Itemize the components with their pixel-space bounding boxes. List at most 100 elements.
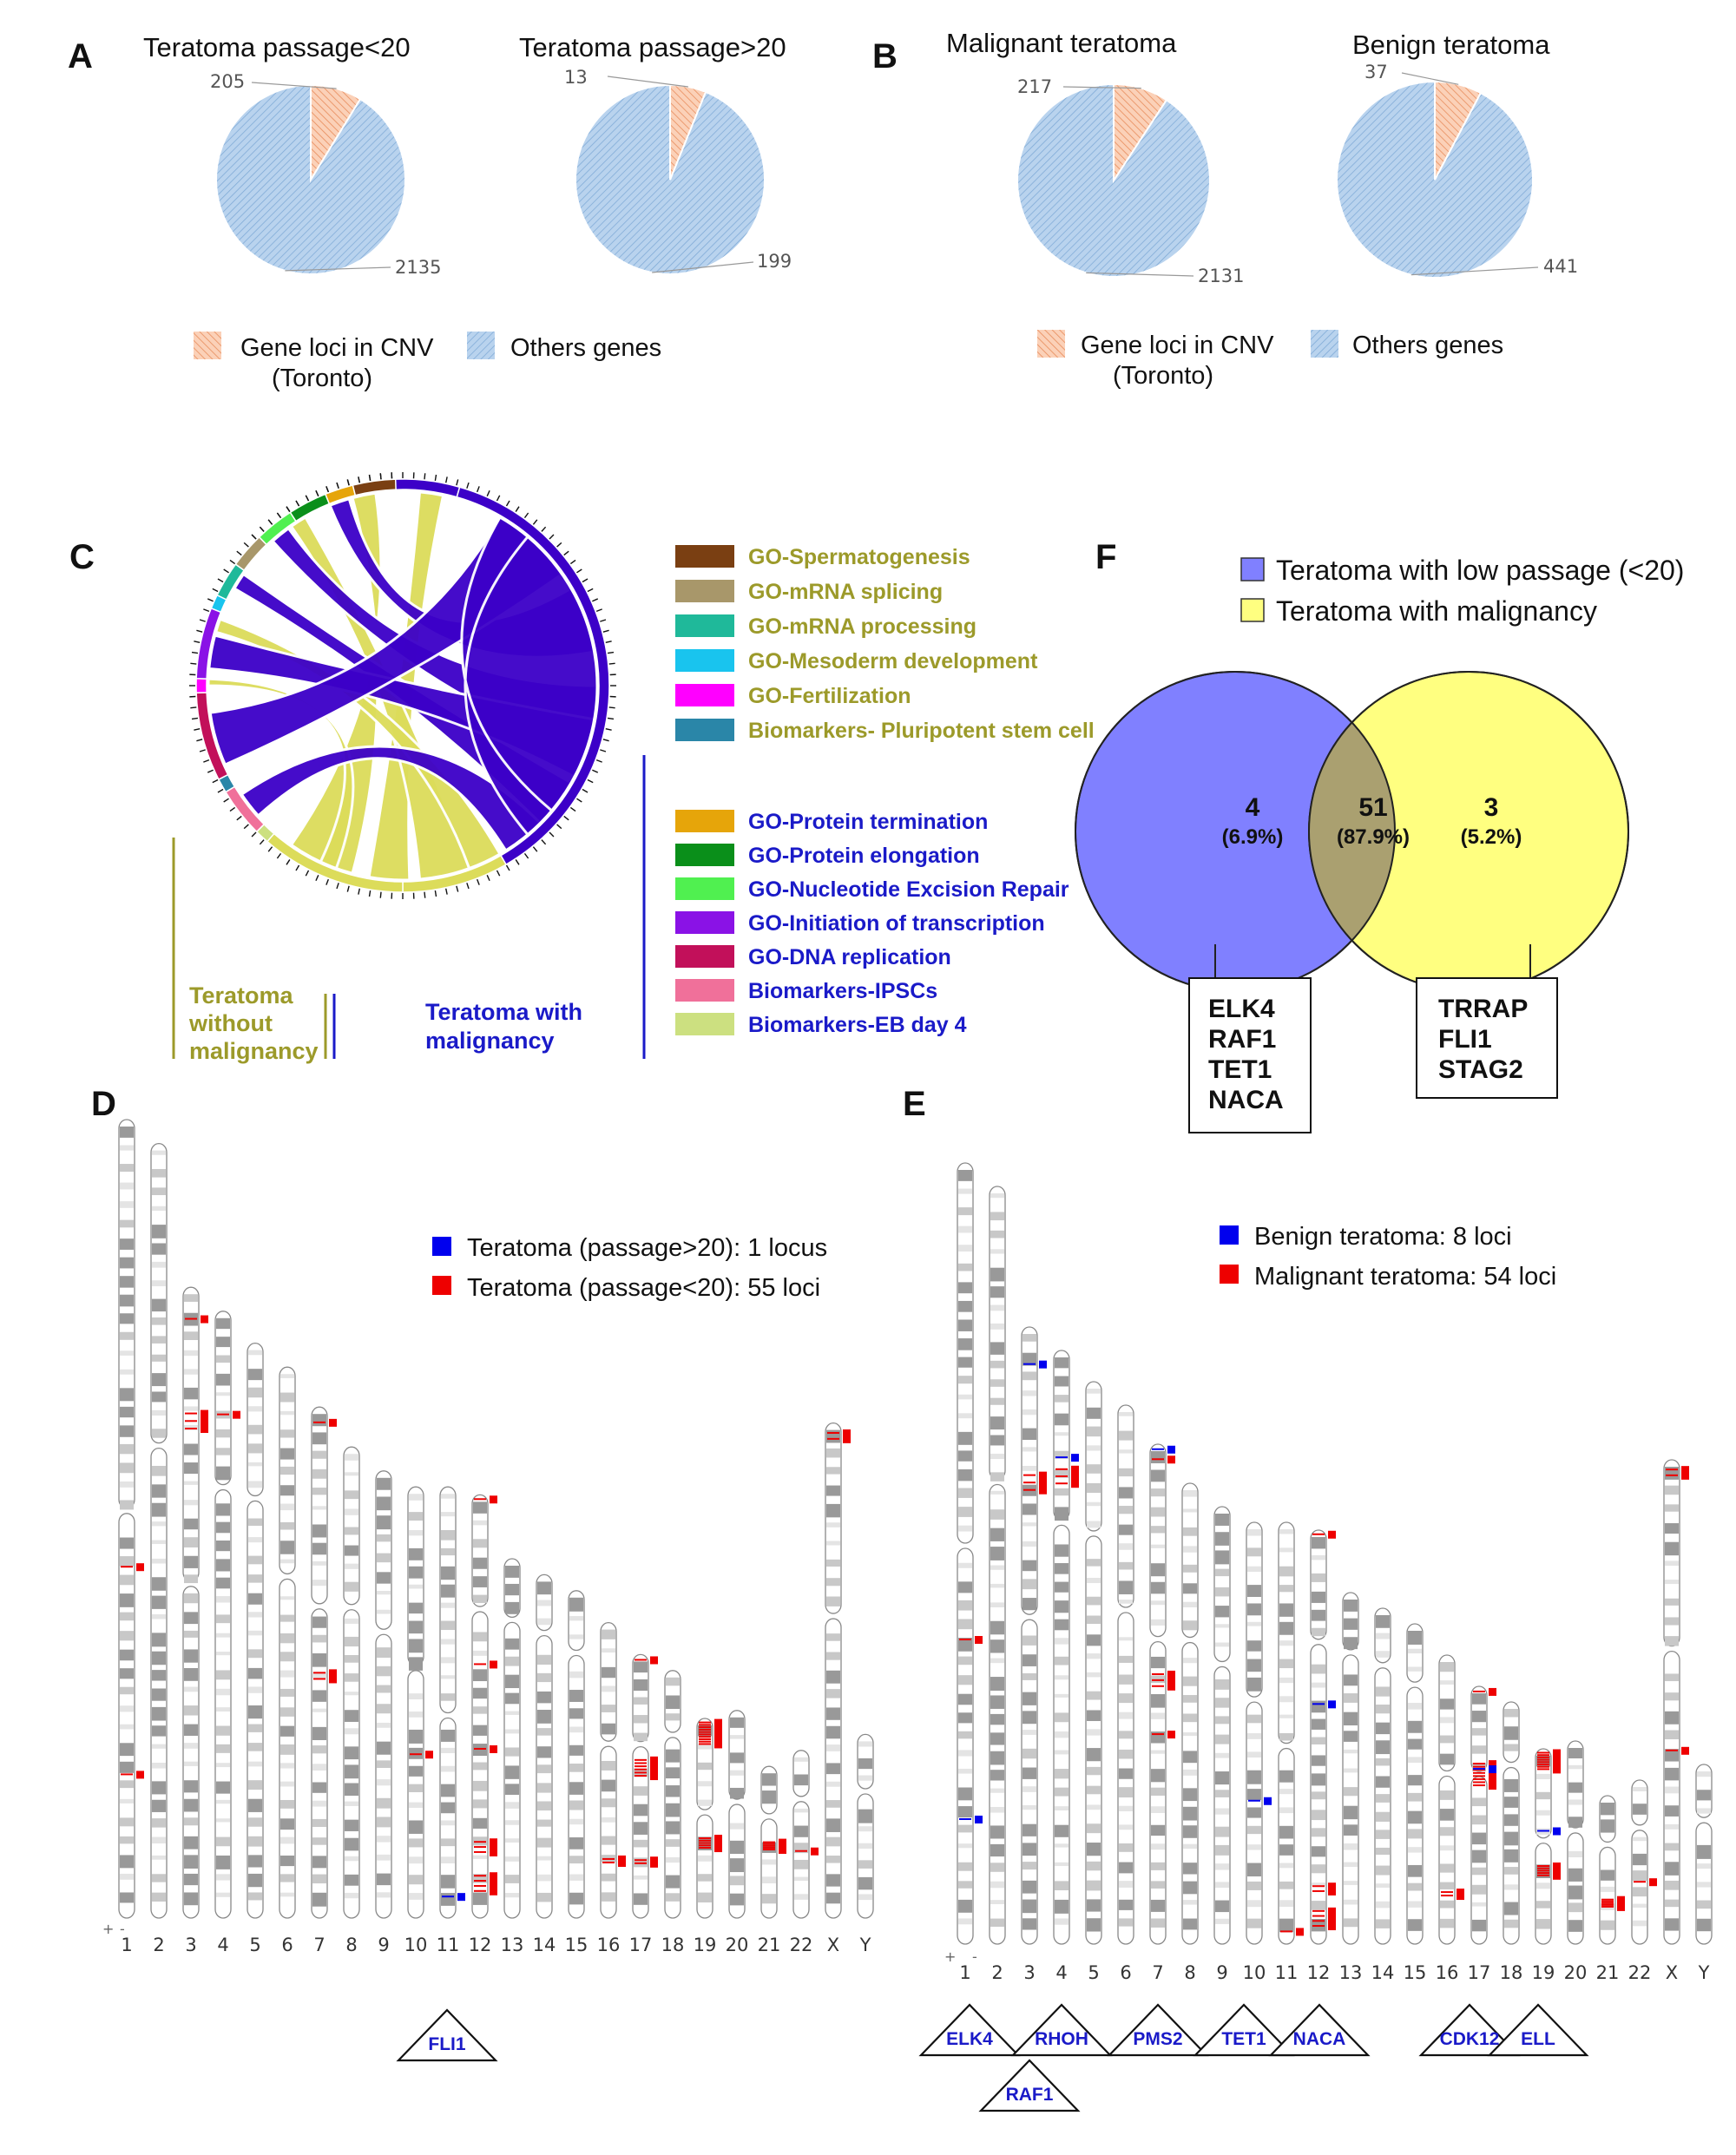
chromosome-band <box>1344 1843 1358 1850</box>
chromosome-band <box>1312 1573 1325 1582</box>
pie-cnv-count: 37 <box>1364 62 1388 82</box>
chromosome-label: 22 <box>790 1935 813 1955</box>
chromosome-band <box>958 1899 972 1913</box>
chromosome-band <box>762 1859 776 1865</box>
chromosome-band <box>312 1800 326 1807</box>
chromosome-band <box>537 1837 551 1848</box>
chromosome-band <box>1183 1564 1197 1573</box>
cnv-locus-mark <box>1681 1466 1689 1475</box>
chord-segment <box>195 677 207 694</box>
chromosome-band <box>826 1559 840 1567</box>
chromosome-band <box>184 1555 198 1568</box>
chromosome-band <box>1151 1563 1165 1577</box>
chromosome-band <box>958 1881 972 1889</box>
panel-b: Malignant teratoma 217 2131 Benign terat… <box>946 28 1578 390</box>
chromosome-band <box>152 1818 166 1828</box>
chromosome-band <box>184 1406 198 1411</box>
chromosome-band <box>473 1744 487 1757</box>
cnv-locus-mark <box>1071 1465 1079 1474</box>
chromosome-band <box>1055 1787 1069 1797</box>
panel-a: Teratoma passage<20 205 2135 Teratoma pa… <box>143 32 792 392</box>
legend-swatch <box>675 979 734 1002</box>
chromosome-band <box>184 1667 198 1681</box>
chromosome-label: 18 <box>661 1935 685 1955</box>
chromosome-band <box>377 1591 391 1595</box>
chromosome-band <box>152 1465 166 1476</box>
chromosome-band <box>1279 1900 1293 1907</box>
chromosome-band <box>216 1448 230 1455</box>
tick <box>229 559 236 565</box>
legend-label: GO-mRNA splicing <box>748 580 943 604</box>
chromosome-band <box>345 1856 358 1862</box>
chromosome-band <box>345 1563 358 1569</box>
chromosome-band <box>441 1875 455 1889</box>
chromosome-band <box>184 1649 198 1663</box>
tick <box>212 588 219 593</box>
chromosome-band <box>1312 1755 1325 1766</box>
cnv-locus-mark <box>490 1495 497 1504</box>
chromosome-band <box>345 1892 358 1899</box>
chromosome-band <box>1183 1881 1197 1895</box>
chromosome-band <box>1055 1712 1069 1723</box>
chromosome-band <box>1055 1806 1069 1811</box>
cnv-locus-mark <box>329 1675 337 1684</box>
chromosome-band <box>1279 1918 1293 1933</box>
chromosome-band <box>1119 1843 1133 1852</box>
chromosome-band <box>1472 1884 1486 1895</box>
chromosome-band <box>826 1467 840 1475</box>
chromosome-band <box>634 1661 648 1673</box>
chromosome-band <box>1312 1554 1325 1560</box>
chromosome-arm <box>182 1286 200 1582</box>
chromosome-band <box>1215 1752 1229 1758</box>
chromosome-band <box>569 1634 583 1639</box>
tick <box>424 891 426 898</box>
chromosome-band <box>826 1725 840 1739</box>
chromosome-band <box>248 1406 262 1412</box>
chromosome-band <box>1247 1621 1261 1626</box>
tick <box>379 473 382 480</box>
chromosome-band <box>1312 1627 1325 1637</box>
chromosome-band <box>120 1164 134 1173</box>
gene-box-left <box>1188 977 1312 1133</box>
chromosome-band <box>1376 1794 1390 1803</box>
chromosome-band <box>858 1809 872 1823</box>
gene-name: FLI1 <box>1438 1025 1492 1054</box>
chromosome-band <box>1215 1606 1229 1618</box>
chromosome-band <box>345 1490 358 1500</box>
chromosome-band <box>216 1577 230 1589</box>
chromosome-label: 8 <box>1184 1962 1195 1983</box>
chromosome-band <box>1087 1559 1101 1567</box>
tick <box>207 598 214 602</box>
chromosome-band <box>1697 1790 1711 1801</box>
chromosome-band <box>1183 1731 1197 1737</box>
gene-box-right <box>1416 977 1558 1099</box>
chromosome-band <box>1119 1561 1133 1570</box>
chromosome-band <box>1312 1901 1325 1910</box>
chromosome-arm <box>792 1801 810 1919</box>
chromosome-band <box>1023 1711 1036 1725</box>
chromosome-band <box>990 1881 1004 1889</box>
chromosome-band <box>345 1618 358 1624</box>
chromosome-band <box>280 1374 294 1378</box>
chromosome-band <box>990 1695 1004 1709</box>
chromosome-band <box>409 1729 423 1744</box>
chromosome-band <box>602 1723 615 1735</box>
chromosome-band <box>120 1257 134 1269</box>
chromosome-band <box>1023 1823 1036 1836</box>
chromosome-band <box>698 1892 712 1903</box>
cnv-locus-mark <box>233 1410 240 1419</box>
strand-minus: - <box>120 1921 125 1937</box>
chromosome-band <box>602 1798 615 1808</box>
chromosome-band <box>216 1652 230 1656</box>
chromosome-band <box>1151 1507 1165 1517</box>
chromosome-band <box>1119 1674 1133 1685</box>
chromosome-band <box>1504 1726 1518 1740</box>
tick <box>259 526 265 532</box>
chromosome-band <box>1568 1817 1582 1828</box>
gene-label: RHOH <box>1035 2029 1088 2049</box>
chromosome-band <box>312 1874 326 1884</box>
chromosome-band <box>858 1876 872 1890</box>
legend-swatch-cnv <box>194 332 221 359</box>
chromosome-band <box>958 1562 972 1568</box>
chromosome-band <box>1215 1882 1229 1889</box>
